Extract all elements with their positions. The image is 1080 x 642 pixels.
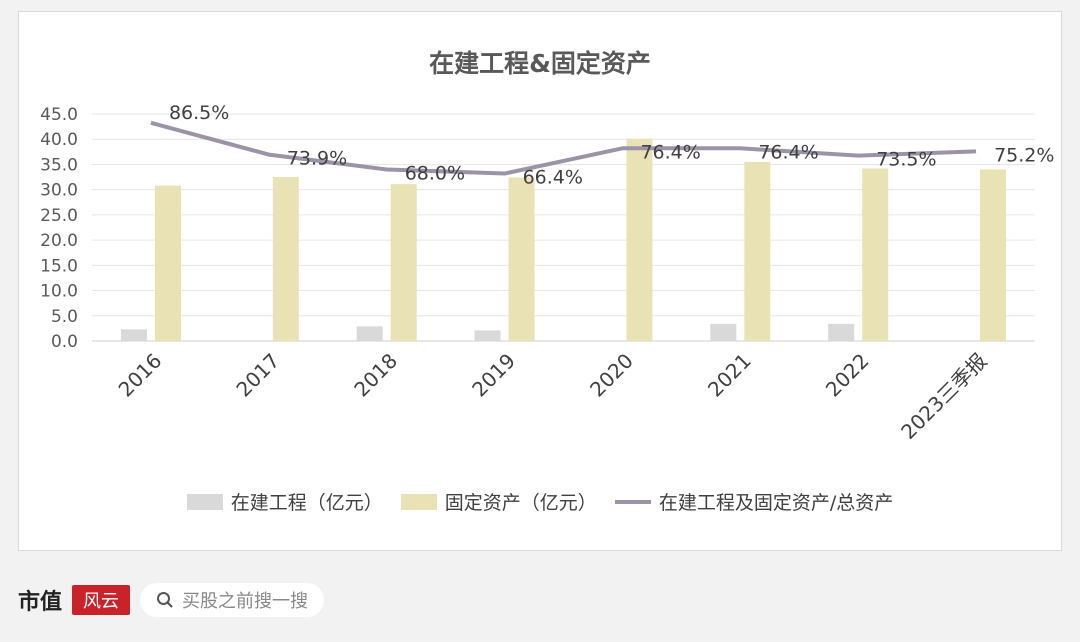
bar-fixed-assets xyxy=(980,169,1007,341)
search-text: 买股之前搜一搜 xyxy=(182,591,309,612)
chart-area: 45.0 40.0 35.0 30.0 25.0 20.0 15.0 10.0 5.0 0.0 86… xyxy=(40,102,1054,444)
x-tick-label: 2021 xyxy=(703,349,756,402)
y-tick-label: 20.0 xyxy=(40,231,78,251)
x-tick-label: 2022 xyxy=(821,349,874,402)
legend-swatch-ratio xyxy=(614,499,651,504)
x-tick-label: 2019 xyxy=(467,349,520,402)
bar-construction xyxy=(356,326,383,341)
chart-title: 在建工程&固定资产 xyxy=(429,49,651,78)
legend-swatch-construction xyxy=(186,493,223,510)
y-tick-label: 45.0 xyxy=(40,105,78,125)
y-tick-label: 40.0 xyxy=(40,130,78,150)
legend-label-fixed-assets: 固定资产（亿元） xyxy=(444,492,597,514)
brand-name: 市值 xyxy=(18,590,63,615)
bar-fixed-assets xyxy=(862,168,889,341)
ratio-data-label: 76.4% xyxy=(758,141,818,163)
ratio-data-label: 68.0% xyxy=(405,162,465,184)
footer: 市值 风云 买股之前搜一搜 xyxy=(18,580,325,620)
chart-legend: 在建工程（亿元） 固定资产（亿元） 在建工程及固定资产/总资产 xyxy=(0,488,1080,515)
legend-item-ratio: 在建工程及固定资产/总资产 xyxy=(614,488,894,515)
bar-fixed-assets xyxy=(272,177,299,341)
y-tick-label: 5.0 xyxy=(51,307,78,327)
ratio-data-label: 73.9% xyxy=(287,148,347,170)
y-tick-label: 30.0 xyxy=(40,181,78,201)
bar-construction xyxy=(710,323,737,341)
x-tick-label: 2020 xyxy=(585,349,638,402)
x-tick-label: 2023三季报 xyxy=(896,349,991,444)
y-tick-label: 15.0 xyxy=(40,256,78,276)
bar-construction xyxy=(120,329,147,341)
legend-label-construction: 在建工程（亿元） xyxy=(230,492,383,514)
bar-fixed-assets xyxy=(154,185,181,341)
y-tick-label: 35.0 xyxy=(40,155,78,175)
ratio-data-label: 86.5% xyxy=(169,102,229,124)
bar-fixed-assets xyxy=(744,161,771,341)
search-bar[interactable]: 买股之前搜一搜 xyxy=(140,583,325,617)
ratio-data-label: 66.4% xyxy=(523,167,583,189)
ratio-data-label: 73.5% xyxy=(876,149,936,171)
y-tick-label: 25.0 xyxy=(40,206,78,226)
bar-construction xyxy=(828,323,855,341)
bar-fixed-assets xyxy=(390,184,417,341)
legend-swatch-fixed-assets xyxy=(400,493,437,510)
bar-construction xyxy=(474,330,501,341)
search-icon xyxy=(157,592,173,608)
legend-item-fixed-assets: 固定资产（亿元） xyxy=(400,488,597,515)
ratio-data-label: 76.4% xyxy=(640,141,700,163)
legend-item-construction: 在建工程（亿元） xyxy=(186,488,383,515)
y-tick-label: 0.0 xyxy=(51,332,78,352)
x-tick-label: 2018 xyxy=(349,349,402,402)
x-tick-label: 2017 xyxy=(231,349,284,402)
x-tick-label: 2016 xyxy=(114,349,167,402)
ratio-line xyxy=(150,120,977,176)
legend-label-ratio: 在建工程及固定资产/总资产 xyxy=(658,492,894,514)
bar-fixed-assets xyxy=(508,177,535,341)
brand-logo: 风云 xyxy=(72,585,131,615)
y-tick-label: 10.0 xyxy=(40,282,78,302)
ratio-data-label: 75.2% xyxy=(994,144,1054,166)
bar-fixed-assets xyxy=(626,138,653,341)
